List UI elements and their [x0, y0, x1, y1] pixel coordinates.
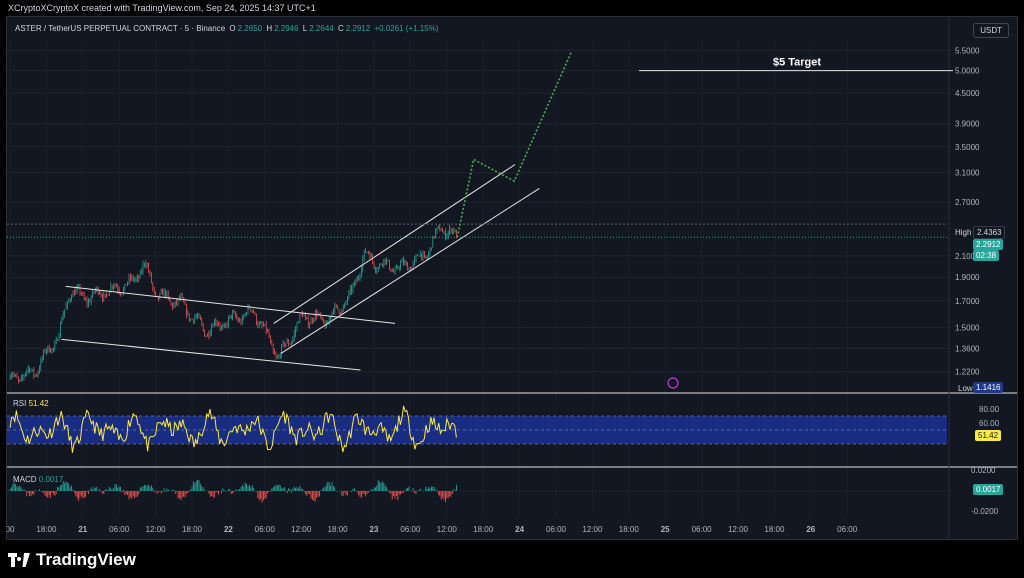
- close-label: C: [337, 24, 344, 33]
- time-tick-label: 25: [661, 525, 670, 534]
- price-tick-label: 4.5000: [955, 89, 980, 98]
- macd-tick-label: -0.0200: [971, 507, 999, 516]
- rsi-name: RSI: [13, 399, 27, 408]
- time-tick-label: 12:00: [728, 525, 749, 534]
- price-tick-label: 2.7000: [955, 198, 980, 207]
- time-tick-label: 18:00: [182, 525, 203, 534]
- event-marker-icon: [667, 377, 679, 389]
- time-tick-label: 06:00: [400, 525, 421, 534]
- price-tick-label: 1.3600: [955, 345, 980, 354]
- price-tick-label: 1.9000: [955, 273, 980, 282]
- price-tick-label: 2.1000: [955, 252, 980, 261]
- grid-lines: [7, 17, 1017, 539]
- price-tick-label: 3.1000: [955, 169, 980, 178]
- macd-tick-label: 0.0200: [971, 466, 996, 475]
- low-tag-value: 1.1416: [973, 382, 1004, 393]
- candles: [9, 224, 458, 384]
- rising-channel-lower: [280, 187, 540, 354]
- target-label: $5 Target: [773, 57, 821, 69]
- macd-pane: [7, 479, 947, 503]
- macd-name: MACD: [13, 475, 37, 484]
- time-tick-label: 12:00: [582, 525, 603, 534]
- time-tick-label: 18:00: [328, 525, 349, 534]
- low-tag-label: Low: [958, 384, 973, 393]
- chart-area[interactable]: $5 Target 5.5000 5.0000 4.5000 3.9000 3.5000…: [6, 16, 1018, 540]
- high-tag-value: 2.4363: [973, 226, 1006, 239]
- open-value: 2.2650: [237, 24, 263, 33]
- time-tick-label: 18:00: [619, 525, 640, 534]
- open-label: O: [229, 24, 236, 33]
- time-tick-label: 06:00: [109, 525, 130, 534]
- rsi-value-tag: 51.42: [975, 430, 1002, 441]
- low-label-l: L: [302, 24, 308, 33]
- time-tick-label: 12:00: [146, 525, 167, 534]
- price-tick-label: 1.7000: [955, 297, 980, 306]
- rising-channel-upper: [273, 164, 516, 324]
- currency-button[interactable]: USDT: [973, 23, 1009, 38]
- price-tick-label: 3.5000: [955, 143, 980, 152]
- price-tick-label: 5.0000: [955, 67, 980, 76]
- time-tick-label: 06:00: [692, 525, 713, 534]
- rsi-tick-label: 80.00: [979, 405, 1000, 414]
- tradingview-logo[interactable]: TradingView: [8, 550, 136, 570]
- axes: 5.5000 5.0000 4.5000 3.9000 3.5000 3.1000 2.70…: [7, 46, 1000, 534]
- rsi-tick-label: 60.00: [979, 419, 1000, 428]
- price-tick-label: 1.2200: [955, 368, 980, 377]
- brand-name: TradingView: [36, 550, 136, 569]
- time-tick-label: 12:00: [437, 525, 458, 534]
- falling-channel-lower: [61, 338, 361, 371]
- last-price-tag: 2.2912: [973, 239, 1004, 250]
- price-tick-label: 3.9000: [955, 120, 980, 129]
- time-tick-label: 18:00: [473, 525, 494, 534]
- projection-path: [456, 51, 572, 238]
- rsi-label: RSI 51.42: [10, 398, 52, 409]
- falling-channel-upper: [65, 285, 396, 324]
- countdown-tag: 02:38: [973, 250, 1000, 261]
- macd-legend-value: 0.0017: [38, 475, 64, 484]
- chart-svg[interactable]: $5 Target 5.5000 5.0000 4.5000 3.9000 3.5000…: [7, 17, 1017, 539]
- high-label-h: H: [266, 24, 273, 33]
- macd-value-tag: 0.0017: [973, 484, 1004, 495]
- high-value: 2.2946: [274, 24, 299, 33]
- price-tick-label: 1.5000: [955, 324, 980, 333]
- tradingview-mark-icon: [8, 553, 30, 567]
- high-tag-label: High: [955, 228, 972, 237]
- macd-label: MACD 0.0017: [10, 474, 66, 485]
- price-tick-label: 5.5000: [955, 46, 980, 55]
- overlay: $5 Target: [7, 51, 953, 389]
- time-tick-label: 22: [224, 525, 233, 534]
- time-tick-label: 23: [370, 525, 379, 534]
- time-tick-label: 06:00: [255, 525, 276, 534]
- credit-line: XCryptoXCryptoX created with TradingView…: [8, 3, 316, 13]
- rsi-pane: [7, 405, 947, 453]
- rsi-legend-value: 51.42: [28, 399, 49, 408]
- close-value: 2.2912: [345, 24, 371, 33]
- time-tick-label: 18:00: [764, 525, 785, 534]
- time-tick-label: 06:00: [546, 525, 567, 534]
- time-tick-label: 21: [78, 525, 87, 534]
- rsi-line: [9, 405, 457, 453]
- time-tick-label: 00: [7, 525, 15, 534]
- symbol-name[interactable]: ASTER / TetherUS PERPETUAL CONTRACT · 5 …: [15, 24, 226, 33]
- change-value: +0.0261 (+1.15%): [374, 24, 439, 33]
- symbol-header: ASTER / TetherUS PERPETUAL CONTRACT · 5 …: [15, 24, 440, 33]
- time-tick-label: 24: [515, 525, 524, 534]
- time-tick-label: 18:00: [36, 525, 57, 534]
- trend-channels: [61, 164, 540, 371]
- time-tick-label: 06:00: [837, 525, 858, 534]
- time-tick-label: 12:00: [291, 525, 312, 534]
- time-tick-label: 26: [806, 525, 815, 534]
- low-value: 2.2644: [309, 24, 334, 33]
